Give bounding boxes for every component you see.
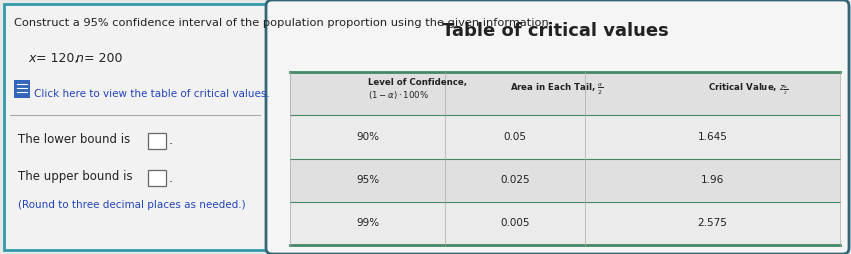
FancyBboxPatch shape [4, 4, 847, 250]
Text: 1.96: 1.96 [701, 175, 724, 185]
FancyBboxPatch shape [290, 72, 840, 245]
Text: Table of critical values: Table of critical values [442, 22, 668, 40]
Text: The upper bound is: The upper bound is [18, 170, 133, 183]
Text: = 120,: = 120, [36, 52, 78, 65]
FancyBboxPatch shape [266, 0, 849, 254]
Text: 90%: 90% [356, 132, 379, 142]
Text: (Round to three decimal places as needed.): (Round to three decimal places as needed… [18, 200, 246, 210]
FancyBboxPatch shape [148, 133, 166, 149]
Text: .: . [169, 171, 173, 184]
Text: 1.645: 1.645 [698, 132, 728, 142]
Text: 95%: 95% [356, 175, 379, 185]
Text: Area in Each Tail, $\frac{\alpha}{2}$: Area in Each Tail, $\frac{\alpha}{2}$ [510, 82, 603, 97]
FancyBboxPatch shape [290, 115, 840, 158]
FancyBboxPatch shape [14, 80, 30, 98]
FancyBboxPatch shape [148, 170, 166, 186]
Text: 0.025: 0.025 [500, 175, 530, 185]
Text: 99%: 99% [356, 218, 379, 228]
Text: x: x [28, 52, 36, 65]
Text: 0.005: 0.005 [500, 218, 530, 228]
Text: 0.05: 0.05 [504, 132, 527, 142]
Text: n: n [76, 52, 84, 65]
Text: 2.575: 2.575 [698, 218, 728, 228]
Text: Construct a 95% confidence interval of the population proportion using the given: Construct a 95% confidence interval of t… [14, 18, 552, 28]
Text: = 200: = 200 [84, 52, 123, 65]
Text: .: . [169, 135, 173, 148]
Text: Level of Confidence,
$(1-\alpha)\cdot 100\%$: Level of Confidence, $(1-\alpha)\cdot 10… [368, 78, 466, 101]
FancyBboxPatch shape [290, 202, 840, 245]
Text: Click here to view the table of critical values.: Click here to view the table of critical… [34, 89, 270, 99]
FancyBboxPatch shape [290, 158, 840, 202]
FancyBboxPatch shape [290, 72, 840, 115]
Text: The lower bound is: The lower bound is [18, 133, 130, 146]
Text: Critical Value, $z_{\frac{\alpha}{2}}$: Critical Value, $z_{\frac{\alpha}{2}}$ [707, 82, 788, 97]
